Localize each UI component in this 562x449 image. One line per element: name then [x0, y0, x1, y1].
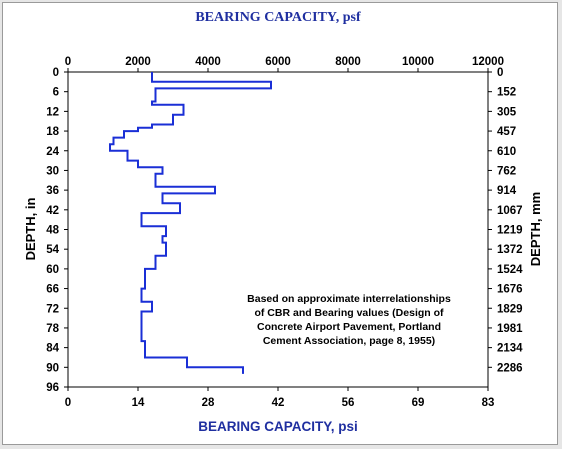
left-y-tick-label: 36	[46, 185, 59, 197]
bottom-x-tick-label: 14	[132, 397, 145, 409]
series-layer	[109, 72, 272, 374]
right-y-tick-label: 305	[497, 106, 517, 118]
chart-frame	[2, 2, 558, 445]
left-y-tick-label: 96	[46, 382, 59, 394]
top-x-tick-label: 10000	[402, 56, 434, 68]
left-axis-title: DEPTH, in	[23, 198, 38, 261]
left-y-tick-label: 18	[46, 126, 59, 138]
right-y-tick-label: 1981	[497, 323, 523, 335]
top-x-tick-label: 0	[65, 56, 71, 68]
bottom-x-tick-label: 56	[342, 397, 355, 409]
left-y-tick-label: 42	[46, 205, 59, 217]
right-y-tick-label: 2134	[497, 343, 523, 355]
bottom-x-tick-label: 42	[272, 397, 285, 409]
left-y-tick-label: 0	[53, 67, 59, 79]
right-y-tick-label: 1067	[497, 205, 523, 217]
right-axis-title: DEPTH, mm	[528, 192, 543, 266]
left-y-tick-label: 72	[46, 303, 59, 315]
right-y-tick-label: 152	[497, 87, 516, 99]
left-y-tick-label: 60	[46, 264, 59, 276]
annotation-line-3: Concrete Airport Pavement, Portland	[257, 321, 441, 333]
top-axis-title: BEARING CAPACITY, psf	[195, 10, 361, 25]
left-y-tick-label: 6	[53, 87, 59, 99]
left-y-tick-label: 24	[46, 146, 59, 158]
left-y-tick-label: 30	[46, 165, 59, 177]
top-x-tick-label: 4000	[195, 56, 221, 68]
right-y-tick-label: 914	[497, 185, 517, 197]
left-y-tick-label: 48	[46, 225, 59, 237]
bottom-x-tick-label: 83	[482, 397, 495, 409]
right-y-tick-label: 1524	[497, 264, 523, 276]
annotation-line-2: of CBR and Bearing values (Design of	[254, 307, 444, 319]
bottom-x-tick-label: 0	[65, 397, 71, 409]
right-y-tick-label: 610	[497, 146, 516, 158]
bearing-capacity-series-line	[109, 72, 272, 374]
left-y-tick-label: 84	[46, 343, 59, 355]
top-x-tick-label: 12000	[472, 56, 504, 68]
left-y-tick-label: 90	[46, 362, 59, 374]
right-y-tick-label: 1219	[497, 225, 523, 237]
bottom-axis-title: BEARING CAPACITY, psi	[198, 419, 358, 434]
left-y-tick-label: 54	[46, 244, 59, 256]
left-y-tick-label: 78	[46, 323, 59, 335]
bottom-x-tick-label: 28	[202, 397, 215, 409]
right-y-tick-label: 0	[497, 67, 503, 79]
right-y-tick-label: 1676	[497, 284, 523, 296]
top-x-tick-label: 8000	[335, 56, 361, 68]
right-y-tick-label: 1372	[497, 244, 523, 256]
left-y-tick-label: 66	[46, 284, 59, 296]
annotation-line-4: Cement Association, page 8, 1955)	[263, 335, 435, 347]
right-y-tick-label: 762	[497, 165, 516, 177]
top-x-tick-label: 6000	[265, 56, 291, 68]
left-y-tick-label: 12	[46, 106, 59, 118]
top-x-tick-label: 2000	[125, 56, 151, 68]
bottom-x-tick-label: 69	[412, 397, 425, 409]
right-y-tick-label: 2286	[497, 362, 523, 374]
annotation-line-1: Based on approximate interrelationships	[247, 293, 451, 305]
right-y-tick-label: 457	[497, 126, 516, 138]
right-y-tick-label: 1829	[497, 303, 523, 315]
